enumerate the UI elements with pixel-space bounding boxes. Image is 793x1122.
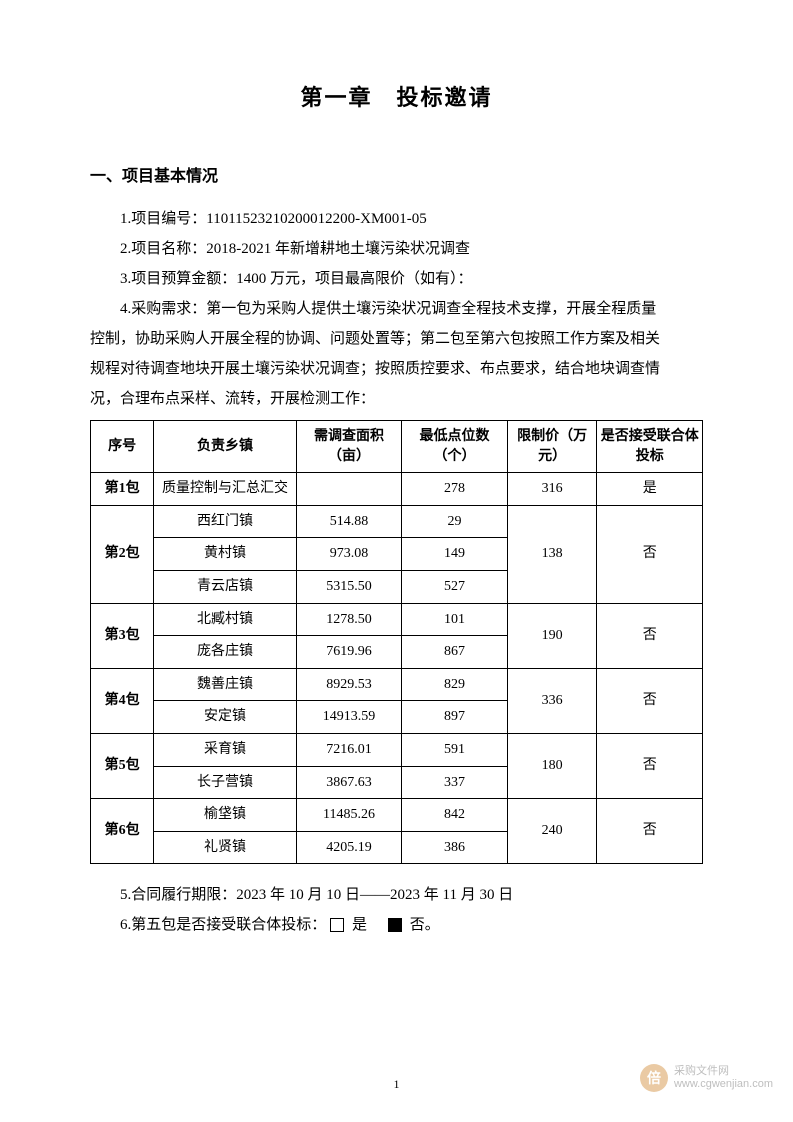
th-seq: 序号 bbox=[91, 421, 154, 473]
cell-accept: 否 bbox=[597, 505, 703, 603]
item-4-line4: 况，合理布点采样、流转，开展检测工作： bbox=[90, 384, 703, 414]
th-points: 最低点位数（个） bbox=[402, 421, 508, 473]
item-6-yes: 是 bbox=[348, 917, 382, 933]
cell-seq: 第3包 bbox=[91, 603, 154, 668]
checkbox-yes-empty bbox=[330, 918, 344, 932]
table-row: 第2包西红门镇514.8829138否 bbox=[91, 505, 703, 538]
cell-town: 采育镇 bbox=[154, 733, 296, 766]
watermark-line1: 采购文件网 bbox=[674, 1065, 773, 1078]
cell-accept: 是 bbox=[597, 473, 703, 506]
table-row: 第3包北臧村镇1278.50101190否 bbox=[91, 603, 703, 636]
cell-area: 973.08 bbox=[296, 538, 402, 571]
cell-price: 316 bbox=[507, 473, 597, 506]
item-1: 1.项目编号：11011523210200012200-XM001-05 bbox=[90, 204, 703, 234]
cell-points: 867 bbox=[402, 636, 508, 669]
cell-points: 829 bbox=[402, 668, 508, 701]
cell-area: 14913.59 bbox=[296, 701, 402, 734]
cell-points: 591 bbox=[402, 733, 508, 766]
cell-town: 长子营镇 bbox=[154, 766, 296, 799]
table-body: 第1包质量控制与汇总汇交278316是第2包西红门镇514.8829138否黄村… bbox=[91, 473, 703, 864]
cell-price: 138 bbox=[507, 505, 597, 603]
cell-area: 5315.50 bbox=[296, 570, 402, 603]
cell-area: 3867.63 bbox=[296, 766, 402, 799]
cell-accept: 否 bbox=[597, 668, 703, 733]
cell-area: 514.88 bbox=[296, 505, 402, 538]
cell-points: 527 bbox=[402, 570, 508, 603]
cell-town: 黄村镇 bbox=[154, 538, 296, 571]
cell-area: 8929.53 bbox=[296, 668, 402, 701]
packages-table: 序号 负责乡镇 需调查面积（亩） 最低点位数（个） 限制价（万元） 是否接受联合… bbox=[90, 420, 703, 864]
cell-town: 礼贤镇 bbox=[154, 831, 296, 864]
cell-points: 386 bbox=[402, 831, 508, 864]
table-row: 第1包质量控制与汇总汇交 278316是 bbox=[91, 473, 703, 506]
table-row: 第4包魏善庄镇8929.53829336否 bbox=[91, 668, 703, 701]
cell-seq: 第2包 bbox=[91, 505, 154, 603]
cell-area: 4205.19 bbox=[296, 831, 402, 864]
cell-area: 7619.96 bbox=[296, 636, 402, 669]
th-area: 需调查面积（亩） bbox=[296, 421, 402, 473]
th-accept: 是否接受联合体投标 bbox=[597, 421, 703, 473]
watermark: 倍 采购文件网 www.cgwenjian.com bbox=[640, 1064, 773, 1092]
cell-points: 149 bbox=[402, 538, 508, 571]
cell-accept: 否 bbox=[597, 603, 703, 668]
cell-town: 质量控制与汇总汇交 bbox=[154, 473, 296, 506]
item-4-line1: 4.采购需求：第一包为采购人提供土壤污染状况调查全程技术支撑，开展全程质量 bbox=[90, 294, 703, 324]
cell-price: 180 bbox=[507, 733, 597, 798]
item-4-line3: 规程对待调查地块开展土壤污染状况调查；按照质控要求、布点要求，结合地块调查情 bbox=[90, 354, 703, 384]
table-header-row: 序号 负责乡镇 需调查面积（亩） 最低点位数（个） 限制价（万元） 是否接受联合… bbox=[91, 421, 703, 473]
cell-area: 1278.50 bbox=[296, 603, 402, 636]
cell-points: 29 bbox=[402, 505, 508, 538]
item-6-no: 否。 bbox=[406, 917, 440, 933]
table-row: 第6包榆垡镇11485.26842240否 bbox=[91, 799, 703, 832]
item-6: 6.第五包是否接受联合体投标： 是 否。 bbox=[90, 910, 703, 940]
item-2: 2.项目名称：2018-2021 年新增耕地土壤污染状况调查 bbox=[90, 234, 703, 264]
watermark-logo-icon: 倍 bbox=[640, 1064, 668, 1092]
cell-points: 278 bbox=[402, 473, 508, 506]
cell-town: 安定镇 bbox=[154, 701, 296, 734]
cell-points: 337 bbox=[402, 766, 508, 799]
checkbox-no-filled bbox=[388, 918, 402, 932]
cell-points: 842 bbox=[402, 799, 508, 832]
cell-price: 336 bbox=[507, 668, 597, 733]
watermark-line2: www.cgwenjian.com bbox=[674, 1078, 773, 1091]
cell-seq: 第4包 bbox=[91, 668, 154, 733]
cell-town: 青云店镇 bbox=[154, 570, 296, 603]
cell-points: 101 bbox=[402, 603, 508, 636]
th-town: 负责乡镇 bbox=[154, 421, 296, 473]
section-heading: 一、项目基本情况 bbox=[90, 162, 703, 186]
cell-town: 魏善庄镇 bbox=[154, 668, 296, 701]
item-6-prefix: 6.第五包是否接受联合体投标： bbox=[120, 917, 326, 933]
cell-seq: 第1包 bbox=[91, 473, 154, 506]
cell-town: 西红门镇 bbox=[154, 505, 296, 538]
cell-price: 190 bbox=[507, 603, 597, 668]
table-row: 第5包采育镇7216.01591180否 bbox=[91, 733, 703, 766]
item-5: 5.合同履行期限：2023 年 10 月 10 日——2023 年 11 月 3… bbox=[90, 880, 703, 910]
cell-area: 7216.01 bbox=[296, 733, 402, 766]
th-price: 限制价（万元） bbox=[507, 421, 597, 473]
chapter-title: 第一章 投标邀请 bbox=[90, 80, 703, 112]
cell-area bbox=[296, 473, 402, 506]
cell-seq: 第6包 bbox=[91, 799, 154, 864]
item-4-line2: 控制，协助采购人开展全程的协调、问题处置等；第二包至第六包按照工作方案及相关 bbox=[90, 324, 703, 354]
cell-town: 北臧村镇 bbox=[154, 603, 296, 636]
cell-area: 11485.26 bbox=[296, 799, 402, 832]
cell-accept: 否 bbox=[597, 799, 703, 864]
cell-accept: 否 bbox=[597, 733, 703, 798]
cell-town: 庞各庄镇 bbox=[154, 636, 296, 669]
cell-town: 榆垡镇 bbox=[154, 799, 296, 832]
cell-price: 240 bbox=[507, 799, 597, 864]
cell-seq: 第5包 bbox=[91, 733, 154, 798]
item-3: 3.项目预算金额：1400 万元，项目最高限价（如有）： bbox=[90, 264, 703, 294]
cell-points: 897 bbox=[402, 701, 508, 734]
